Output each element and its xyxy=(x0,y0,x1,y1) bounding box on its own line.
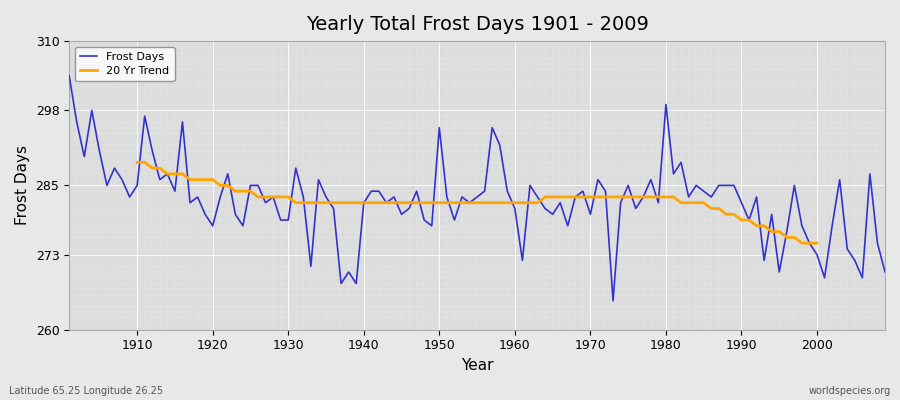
Y-axis label: Frost Days: Frost Days xyxy=(15,146,30,226)
Text: worldspecies.org: worldspecies.org xyxy=(809,386,891,396)
20 Yr Trend xyxy=(131,160,142,165)
Frost Days xyxy=(502,189,513,194)
20 Yr Trend xyxy=(706,206,716,211)
Frost Days xyxy=(608,298,618,303)
Frost Days xyxy=(336,281,346,286)
X-axis label: Year: Year xyxy=(461,358,493,373)
Title: Yearly Total Frost Days 1901 - 2009: Yearly Total Frost Days 1901 - 2009 xyxy=(306,15,649,34)
Frost Days xyxy=(124,194,135,199)
Frost Days xyxy=(291,166,302,170)
Frost Days xyxy=(600,189,611,194)
Line: 20 Yr Trend: 20 Yr Trend xyxy=(137,162,817,243)
Text: Latitude 65.25 Longitude 26.25: Latitude 65.25 Longitude 26.25 xyxy=(9,386,163,396)
20 Yr Trend xyxy=(804,241,814,246)
20 Yr Trend xyxy=(305,200,316,205)
Line: Frost Days: Frost Days xyxy=(69,76,885,301)
Legend: Frost Days, 20 Yr Trend: Frost Days, 20 Yr Trend xyxy=(75,47,175,81)
Frost Days xyxy=(64,73,75,78)
20 Yr Trend xyxy=(291,200,302,205)
20 Yr Trend xyxy=(812,241,823,246)
20 Yr Trend xyxy=(215,183,226,188)
20 Yr Trend xyxy=(789,235,800,240)
20 Yr Trend xyxy=(796,241,807,246)
Frost Days xyxy=(879,270,890,274)
Frost Days xyxy=(509,206,520,211)
